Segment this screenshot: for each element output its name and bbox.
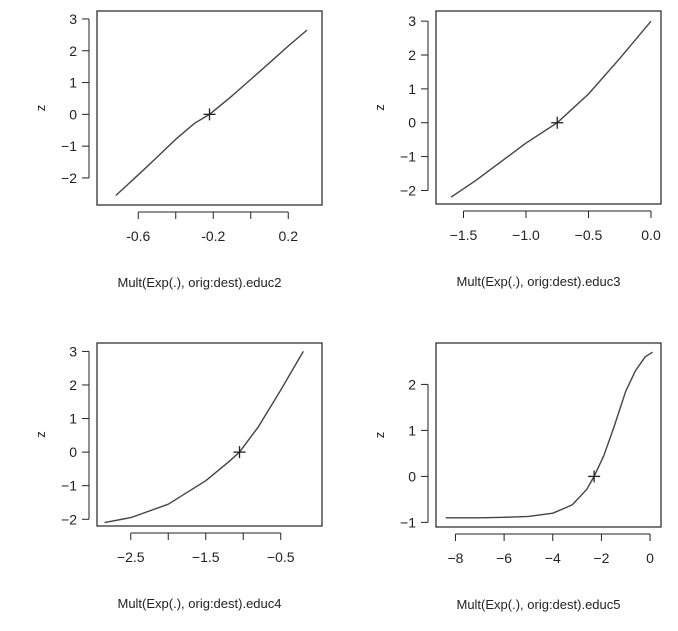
x-tick-label: 0.2 <box>279 228 299 244</box>
x-tick-label: −0.5 <box>575 227 603 243</box>
x-axis-title: Mult(Exp(.), orig:dest).educ3 <box>456 274 620 289</box>
x-tick-label: 0.0 <box>641 227 661 243</box>
x-tick-label: −0.5 <box>267 549 295 565</box>
x-tick-label: −8 <box>447 550 463 566</box>
x-tick-label: −2 <box>593 550 609 566</box>
curve-educ5 <box>445 351 653 519</box>
y-tick-label: 0 <box>408 115 416 131</box>
y-tick-label: 2 <box>69 43 77 59</box>
x-tick-label: −1.5 <box>192 549 220 565</box>
y-axis-title: z <box>372 432 387 439</box>
y-tick-label: 1 <box>69 75 77 91</box>
y-tick-label: −2 <box>400 182 416 198</box>
y-tick-label: 1 <box>408 81 416 97</box>
x-axis-title: Mult(Exp(.), orig:dest).educ4 <box>117 596 281 611</box>
x-tick-label: 0 <box>646 550 654 566</box>
y-tick-label: 2 <box>408 47 416 63</box>
x-tick-label: −1.5 <box>450 227 478 243</box>
x-tick-label: -0.6 <box>126 228 150 244</box>
plot-frame <box>96 342 323 527</box>
x-axis-title: Mult(Exp(.), orig:dest).educ5 <box>456 597 620 612</box>
plot-frame <box>96 10 323 206</box>
x-tick-label: −2.5 <box>117 549 145 565</box>
y-tick-label: 3 <box>408 13 416 29</box>
y-tick-label: −2 <box>61 170 77 186</box>
y-tick-label: 0 <box>69 444 77 460</box>
x-axis-title: Mult(Exp(.), orig:dest).educ2 <box>117 275 281 290</box>
y-tick-label: −1 <box>400 514 416 530</box>
y-tick-label: −1 <box>400 149 416 165</box>
y-tick-label: 3 <box>69 343 77 359</box>
estimate-marker <box>233 446 246 459</box>
panel-educ3: −1.5 −1.0 −0.5 0.0 −2 −1 0 1 2 3 z Mult(Exp(.), ori… <box>372 10 662 289</box>
y-tick-label: 2 <box>408 376 416 392</box>
x-tick-label: -0.2 <box>201 228 225 244</box>
panel-educ5: −8 −6 −4 −2 0 −1 0 1 2 z Mult(Exp(.), orig:dest).e… <box>372 342 662 612</box>
y-tick-label: 3 <box>69 11 77 27</box>
curve-educ4 <box>104 351 304 524</box>
y-tick-label: 0 <box>408 468 416 484</box>
x-tick-label: −6 <box>496 550 512 566</box>
panel-educ4: −2.5 −1.5 −0.5 −2 −1 0 1 2 3 z Mult(Exp(.), orig:d… <box>33 342 323 611</box>
y-tick-label: 2 <box>69 377 77 393</box>
panel-educ2: -0.6 -0.2 0.2 −2 −1 0 1 2 3 z Mult(Exp(.), orig:de… <box>33 10 323 290</box>
y-tick-label: 1 <box>408 422 416 438</box>
y-axis-title: z <box>33 431 48 438</box>
y-tick-label: 0 <box>69 106 77 122</box>
y-tick-label: 1 <box>69 411 77 427</box>
estimate-marker <box>203 108 216 121</box>
estimate-marker <box>551 116 564 129</box>
curve-educ3 <box>450 20 652 198</box>
y-axis-title: z <box>372 104 387 111</box>
y-tick-label: −1 <box>61 478 77 494</box>
x-tick-label: −1.0 <box>512 227 540 243</box>
plot-frame <box>435 10 662 205</box>
estimate-marker <box>588 470 601 483</box>
y-tick-label: −1 <box>61 138 77 154</box>
y-axis-title: z <box>33 105 48 112</box>
plot-frame <box>435 342 662 528</box>
curve-educ2 <box>115 29 308 197</box>
x-tick-label: −4 <box>545 550 561 566</box>
y-tick-label: −2 <box>61 511 77 527</box>
